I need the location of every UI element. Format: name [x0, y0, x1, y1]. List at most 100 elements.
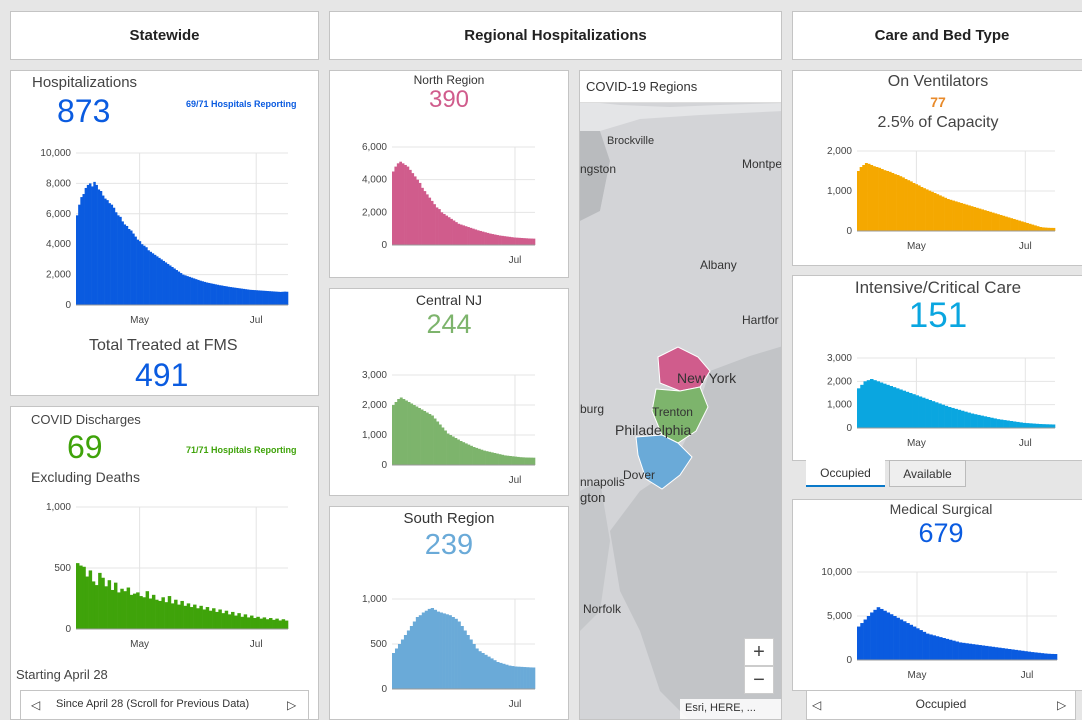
north-region-panel: North Region 390 6,000 4,000 2,000 0 Jul [329, 70, 569, 278]
chart-bar [433, 418, 437, 465]
chart-bar [935, 636, 940, 660]
chart-bar [481, 231, 485, 245]
chart-bar [918, 396, 923, 428]
chart-bar [1017, 650, 1022, 660]
chart-bar [138, 241, 142, 305]
y-tick-label: 6,000 [46, 209, 71, 220]
chart-bar [436, 421, 440, 465]
y-tick-label: 1,000 [827, 186, 852, 197]
chart-bar [909, 181, 913, 231]
chart-bar [436, 611, 440, 689]
chart-bar [392, 405, 395, 465]
chart-bar [184, 275, 187, 305]
chart-bar [462, 225, 466, 245]
chart-bar [129, 594, 134, 629]
chart-bar [487, 656, 491, 689]
chart-bar [277, 291, 280, 305]
chart-bar [522, 238, 526, 245]
chart-bar [863, 381, 868, 428]
chart-bar [481, 653, 485, 689]
chart-bar [469, 639, 473, 689]
medsurg-scroller[interactable]: ◁ Occupied ▷ [806, 690, 1076, 720]
medsurg-next-icon[interactable]: ▷ [1057, 698, 1067, 712]
medsurg-panel: Medical Surgical 679 10,000 5,000 0 May Jul [792, 499, 1082, 691]
chart-bar [484, 654, 488, 689]
chart-bar [278, 620, 282, 629]
chart-bar [981, 645, 986, 660]
statewide-header[interactable]: Statewide [10, 11, 319, 60]
chart-bar [412, 621, 417, 689]
zoom-in-button[interactable]: + [744, 638, 774, 666]
chart-bar [955, 641, 959, 660]
chart-bar [463, 630, 467, 689]
chart-bar [967, 205, 971, 231]
map-place-kingston: ngston [580, 162, 617, 176]
chart-bar [212, 608, 216, 629]
chart-bar [505, 664, 509, 689]
y-tick-label: 3,000 [362, 370, 387, 381]
chart-bar [975, 644, 979, 660]
chart-bar [428, 414, 432, 465]
tab-occupied[interactable]: Occupied [806, 460, 885, 487]
chart-bar [392, 171, 395, 245]
chart-bar [921, 397, 926, 428]
discharges-scroller[interactable]: ◁ Since April 28 (Scroll for Previous Da… [20, 690, 309, 720]
chart-bar [488, 451, 492, 465]
zoom-out-button[interactable]: − [744, 666, 774, 694]
scroll-right-icon[interactable]: ▷ [287, 698, 297, 712]
chart-bar [413, 176, 417, 245]
chart-bar [91, 186, 94, 305]
chart-bar [932, 635, 936, 660]
chart-bar [409, 626, 414, 689]
icu-value: 151 [908, 296, 968, 335]
chart-bar [430, 608, 435, 689]
chart-bar [1003, 420, 1007, 428]
chart-bar [1016, 421, 1020, 428]
chart-bar [476, 230, 480, 245]
chart-bar [101, 577, 105, 629]
y-tick-label: 1,000 [362, 594, 387, 605]
care-header[interactable]: Care and Bed Type [792, 11, 1082, 60]
chart-bar [394, 648, 399, 689]
chart-bar [134, 236, 137, 305]
chart-bar [486, 232, 490, 245]
chart-bar [973, 207, 977, 231]
tab-available[interactable]: Available [889, 460, 966, 487]
chart-bar [272, 619, 276, 629]
chart-bar [991, 212, 995, 231]
chart-bar [938, 195, 942, 231]
chart-bar [155, 599, 159, 629]
chart-bar [423, 411, 427, 465]
chart-bar [164, 262, 168, 305]
chart-bar [1038, 424, 1043, 428]
chart-bar [513, 237, 516, 245]
chart-bar [502, 663, 506, 689]
chart-bar [238, 288, 241, 305]
chart-bar [208, 610, 213, 629]
y-tick-label: 0 [381, 240, 387, 251]
x-tick-label: Jul [509, 699, 522, 710]
chart-bar [401, 163, 405, 245]
chart-bar [899, 176, 903, 231]
y-tick-label: 2,000 [46, 270, 71, 281]
chart-bar [196, 608, 200, 629]
map-attribution[interactable]: Esri, HERE, ... [680, 699, 781, 719]
chart-bar [912, 183, 916, 231]
chart-bar [425, 194, 429, 245]
chart-bar [508, 236, 512, 245]
chart-bar [895, 388, 900, 428]
scroll-left-icon[interactable]: ◁ [31, 698, 41, 712]
chart-bar [518, 237, 521, 245]
chart-bar [896, 175, 900, 231]
chart-bar [284, 620, 289, 629]
chart-bar [965, 204, 969, 231]
chart-bar [912, 626, 917, 660]
regional-header[interactable]: Regional Hospitalizations [329, 11, 782, 60]
regions-map[interactable]: COVID-19 Regions Brockville ngston Montp… [579, 70, 782, 720]
chart-bar [160, 259, 163, 305]
chart-bar [433, 204, 436, 245]
chart-bar [883, 610, 887, 660]
medsurg-prev-icon[interactable]: ◁ [812, 698, 822, 712]
chart-bar [962, 203, 966, 231]
chart-bar [1023, 222, 1027, 231]
